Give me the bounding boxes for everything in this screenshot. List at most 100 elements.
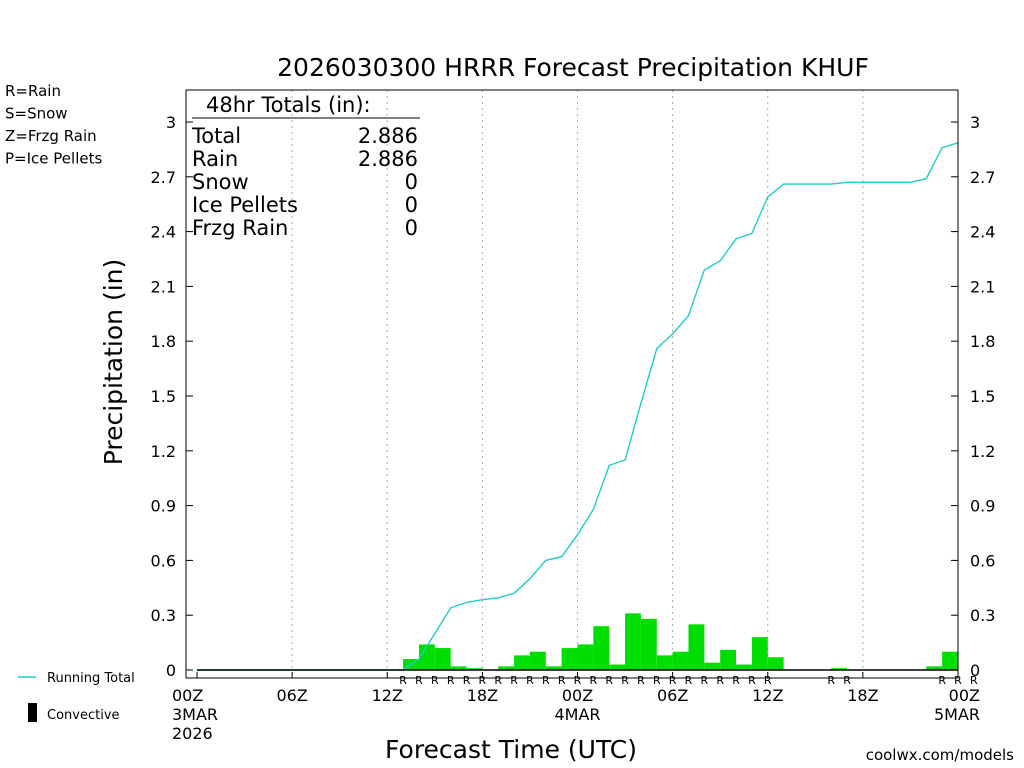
y-tick-label-right-10: 3 xyxy=(970,113,980,132)
y-tick-label-left-9: 2.7 xyxy=(151,168,176,187)
precip-bar-47 xyxy=(942,651,958,670)
precip-type-14: R xyxy=(415,674,423,687)
x-tick-sublabel-0-1: 2026 xyxy=(172,724,213,743)
precip-type-36: R xyxy=(764,674,772,687)
precip-bar-17 xyxy=(466,668,483,670)
precip-type-24: R xyxy=(574,674,582,687)
x-tick-sublabel-0-0: 3MAR xyxy=(172,705,218,724)
precip-type-40: R xyxy=(827,674,835,687)
precip-bar-16 xyxy=(450,666,467,670)
x-tick-label-4: 00Z xyxy=(562,686,593,705)
x-tick-label-6: 12Z xyxy=(752,686,783,705)
precip-bar-29 xyxy=(656,655,673,670)
credit-text: coolwx.com/models xyxy=(866,746,1014,764)
precip-bar-27 xyxy=(625,613,641,670)
precip-type-17: R xyxy=(463,674,471,687)
y-tick-label-right-5: 1.5 xyxy=(970,387,995,406)
precip-bar-22 xyxy=(545,666,562,670)
y-tick-label-left-0: 0 xyxy=(166,661,176,680)
y-tick-label-left-1: 0.3 xyxy=(151,606,176,625)
chart-title: 2026030300 HRRR Forecast Precipitation K… xyxy=(277,53,869,82)
y-tick-label-left-10: 3 xyxy=(166,113,176,132)
precip-type-35: R xyxy=(748,674,756,687)
precip-bar-14 xyxy=(418,644,435,670)
precip-bar-21 xyxy=(529,651,546,670)
x-tick-label-1: 06Z xyxy=(276,686,307,705)
convective-legend-label: Convective xyxy=(47,708,120,723)
precip-type-13: R xyxy=(399,674,407,687)
x-tick-label-7: 18Z xyxy=(847,686,878,705)
precip-type-18: R xyxy=(479,674,487,687)
type-legend-0: R=Rain xyxy=(5,82,61,100)
precip-bars xyxy=(403,613,958,670)
type-legend-3: P=Ice Pellets xyxy=(5,150,102,168)
totals-label-0: Total xyxy=(191,124,241,148)
y-tick-label-left-5: 1.5 xyxy=(151,387,176,406)
y-tick-label-right-6: 1.8 xyxy=(970,332,995,351)
precip-bar-33 xyxy=(720,649,737,670)
totals-box: 48hr Totals (in): Total 2.886 Rain 2.886 Sno… xyxy=(191,93,420,240)
precip-bar-34 xyxy=(736,664,752,670)
y-tick-label-right-0: 0 xyxy=(970,661,980,680)
plot-frame xyxy=(185,89,959,679)
totals-value-2: 0 xyxy=(405,170,418,194)
precip-type-25: R xyxy=(590,674,598,687)
precip-bar-30 xyxy=(672,651,689,670)
y-axis-left: 0 0.3 0.6 0.9 1.2 1.5 1.8 2.1 2.4 2.7 3 xyxy=(151,113,193,680)
precip-type-19: R xyxy=(494,674,502,687)
precip-bar-46 xyxy=(926,666,943,670)
x-tick-label-8: 00Z xyxy=(949,686,980,705)
y-tick-label-left-7: 2.1 xyxy=(151,277,176,296)
precip-bar-15 xyxy=(434,648,451,670)
precip-bar-24 xyxy=(577,644,594,670)
running-total-line xyxy=(197,142,959,671)
precip-type-28: R xyxy=(637,674,645,687)
x-tick-sublabel-8-0: 5MAR xyxy=(934,705,980,724)
type-legend: R=Rain S=Snow Z=Frzg Rain P=Ice Pellets xyxy=(5,82,102,168)
totals-label-3: Ice Pellets xyxy=(192,193,298,217)
precip-type-23: R xyxy=(558,674,566,687)
totals-label-4: Frzg Rain xyxy=(192,216,288,240)
precip-type-16: R xyxy=(447,674,455,687)
x-tick-label-2: 12Z xyxy=(372,686,403,705)
y-tick-label-right-8: 2.4 xyxy=(970,223,995,242)
convective-legend-swatch xyxy=(28,703,37,722)
y-tick-label-right-9: 2.7 xyxy=(970,168,995,187)
type-legend-1: S=Snow xyxy=(5,105,68,123)
y-tick-label-left-3: 0.9 xyxy=(151,497,176,516)
y-tick-label-right-7: 2.1 xyxy=(970,277,995,296)
precip-type-20: R xyxy=(510,674,518,687)
y-tick-label-right-1: 0.3 xyxy=(970,606,995,625)
precip-type-33: R xyxy=(716,674,724,687)
precip-bar-36 xyxy=(767,657,784,670)
totals-value-3: 0 xyxy=(405,193,418,217)
precip-type-22: R xyxy=(542,674,550,687)
precip-bar-35 xyxy=(751,637,768,670)
totals-value-1: 2.886 xyxy=(358,147,418,171)
y-tick-label-left-4: 1.2 xyxy=(151,442,176,461)
precip-type-21: R xyxy=(526,674,534,687)
totals-value-4: 0 xyxy=(405,216,418,240)
precip-bar-26 xyxy=(609,664,626,670)
precip-bar-19 xyxy=(498,666,515,670)
precip-type-41: R xyxy=(843,674,851,687)
precip-bar-20 xyxy=(514,655,530,670)
precip-type-32: R xyxy=(701,674,709,687)
type-legend-2: Z=Frzg Rain xyxy=(5,127,97,145)
precip-bar-31 xyxy=(688,624,705,670)
precip-type-27: R xyxy=(621,674,629,687)
totals-label-1: Rain xyxy=(192,147,238,171)
totals-label-2: Snow xyxy=(192,170,249,194)
precip-type-49: R xyxy=(970,674,978,687)
series-legend: Running Total Convective xyxy=(18,671,135,723)
y-tick-label-left-6: 1.8 xyxy=(151,332,176,351)
precip-bar-25 xyxy=(593,626,610,670)
precip-bar-28 xyxy=(640,618,657,670)
precip-bar-32 xyxy=(704,662,721,670)
precip-bar-40 xyxy=(831,668,848,670)
precip-type-15: R xyxy=(431,674,439,687)
precip-type-34: R xyxy=(732,674,740,687)
